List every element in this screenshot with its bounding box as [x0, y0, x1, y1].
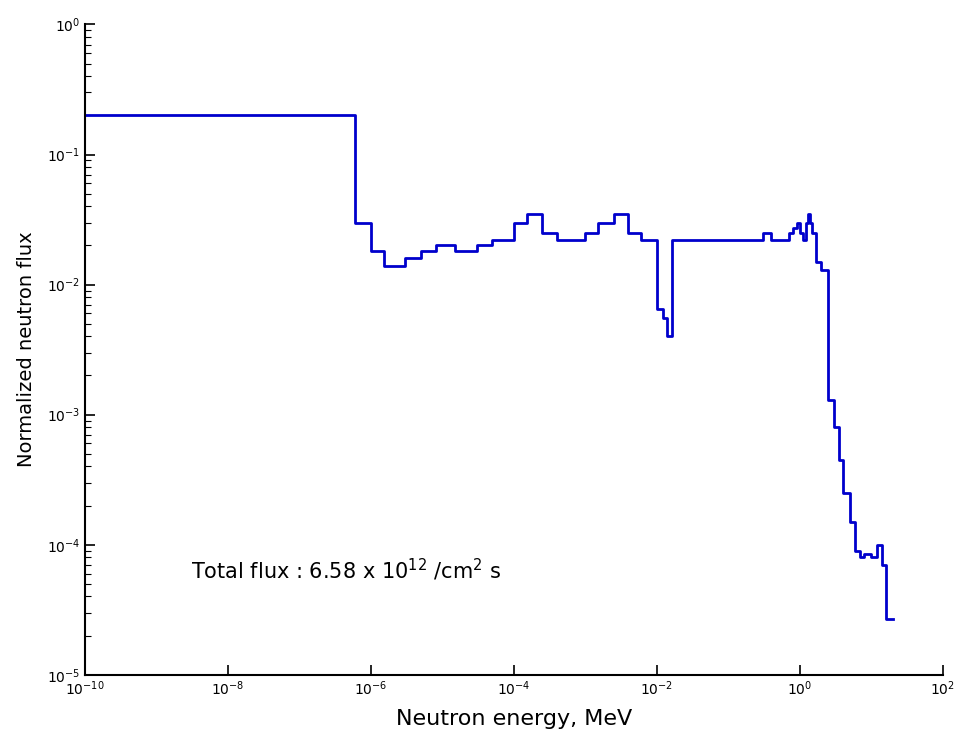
Text: Total flux : 6.58 x 10$^{12}$ /cm$^2$ s: Total flux : 6.58 x 10$^{12}$ /cm$^2$ s: [191, 557, 501, 583]
Y-axis label: Normalized neutron flux: Normalized neutron flux: [17, 232, 36, 468]
X-axis label: Neutron energy, MeV: Neutron energy, MeV: [396, 709, 632, 730]
